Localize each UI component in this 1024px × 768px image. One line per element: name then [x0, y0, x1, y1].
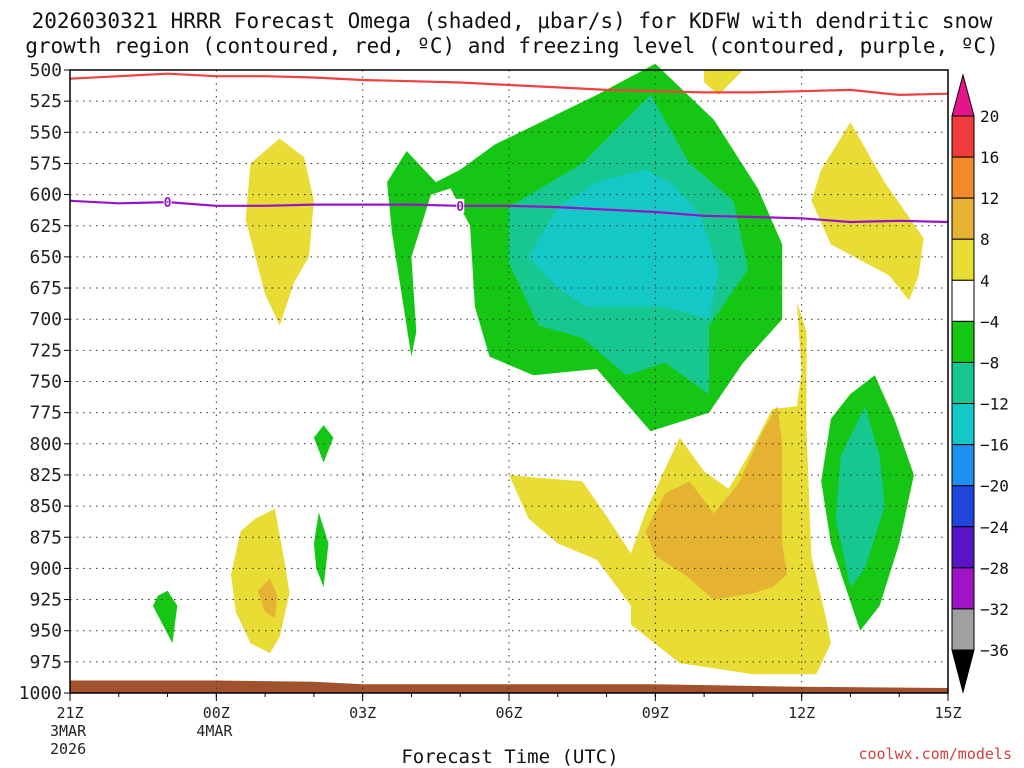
- contour-label-1-2: 0: [164, 196, 172, 211]
- surface-band: [70, 680, 948, 693]
- y-tick-label-525: 525: [29, 91, 62, 112]
- y-axis-ticks: 500 525 550 575 600 625 650 675 700 725 750 775 800 8…: [19, 60, 70, 704]
- x-tick-year-21Z: 2026: [50, 740, 86, 758]
- colorbar-segment-9: [951, 485, 975, 528]
- y-tick-label-575: 575: [29, 153, 62, 174]
- colorbar: 20 16 12 8 4 −4 −8 −12 −16 −20 −24 −28 −32 −36: [951, 73, 1009, 694]
- colorbar-segment-0: [951, 115, 975, 158]
- omega-shaded-regions: [152, 63, 924, 675]
- colorbar-segment-6: [951, 361, 975, 405]
- omega-region-9: [811, 122, 924, 301]
- colorbar-label-1: 16: [980, 148, 999, 167]
- omega-region-4: [835, 406, 885, 588]
- colorbar-segment-5: [951, 320, 975, 363]
- credit-text: coolwx.com/models: [858, 745, 1012, 763]
- x-tick-date-00Z: 4MAR: [196, 722, 233, 740]
- omega-region-7: [152, 590, 178, 644]
- x-tick-label-09Z: 09Z: [642, 704, 669, 722]
- colorbar-label-4: 4: [980, 271, 990, 290]
- colorbar-label-0: 20: [980, 107, 999, 126]
- colorbar-segment-2: [951, 197, 975, 240]
- chart-title-line-1: 2026030321 HRRR Forecast Omega (shaded, …: [32, 9, 993, 33]
- contour-label-bg-1-8: [456, 198, 465, 213]
- colorbar-segment-8: [951, 444, 975, 487]
- x-tick-label-00Z: 00Z: [203, 704, 230, 722]
- y-tick-label-975: 975: [29, 652, 62, 673]
- colorbar-label-10: −24: [980, 518, 1009, 537]
- colorbar-segment-1: [951, 156, 975, 199]
- x-tick-label-21Z: 21Z: [56, 704, 83, 722]
- colorbar-segment-3: [951, 238, 975, 281]
- colorbar-label-5: −4: [980, 312, 999, 331]
- colorbar-label-3: 8: [980, 230, 990, 249]
- y-tick-label-825: 825: [29, 465, 62, 486]
- y-tick-label-875: 875: [29, 527, 62, 548]
- y-tick-label-725: 725: [29, 340, 62, 361]
- colorbar-segment-7: [951, 403, 975, 446]
- y-tick-label-675: 675: [29, 278, 62, 299]
- x-tick-label-15Z: 15Z: [934, 704, 961, 722]
- y-tick-label-600: 600: [29, 185, 62, 206]
- colorbar-label-2: 12: [980, 189, 999, 208]
- y-tick-label-850: 850: [29, 496, 62, 517]
- colorbar-label-12: −32: [980, 600, 1009, 619]
- y-tick-label-1000: 1000: [19, 683, 62, 704]
- colorbar-label-11: −28: [980, 559, 1009, 578]
- x-tick-date-21Z: 3MAR: [50, 722, 87, 740]
- omega-region-14: [257, 578, 278, 619]
- colorbar-segment-10: [951, 526, 975, 569]
- x-tick-label-12Z: 12Z: [788, 704, 815, 722]
- contour-label-1-8: 0: [456, 200, 464, 215]
- y-tick-label-550: 550: [29, 122, 62, 143]
- y-tick-label-900: 900: [29, 558, 62, 579]
- colorbar-label-9: −20: [980, 477, 1009, 496]
- colorbar-label-6: −8: [980, 353, 999, 372]
- colorbar-bottom-arrow: [951, 649, 975, 694]
- contour-label-bg-1-2: [163, 195, 172, 210]
- y-tick-label-700: 700: [29, 309, 62, 330]
- y-tick-label-925: 925: [29, 590, 62, 611]
- omega-region-12: [645, 406, 787, 600]
- y-tick-label-625: 625: [29, 216, 62, 237]
- x-tick-label-03Z: 03Z: [349, 704, 376, 722]
- chart-title-line-2: growth region (contoured, red, ºC) and f…: [25, 34, 999, 58]
- colorbar-segment-4: [951, 279, 975, 322]
- y-tick-label-750: 750: [29, 372, 62, 393]
- x-axis-label: Forecast Time (UTC): [401, 746, 618, 768]
- colorbar-label-8: −16: [980, 436, 1009, 455]
- y-tick-label-650: 650: [29, 247, 62, 268]
- colorbar-segment-12: [951, 608, 975, 651]
- colorbar-segment-11: [951, 567, 975, 610]
- y-tick-label-950: 950: [29, 621, 62, 642]
- omega-region-10: [704, 70, 744, 95]
- y-tick-label-775: 775: [29, 403, 62, 424]
- y-tick-label-800: 800: [29, 434, 62, 455]
- contour-line-1: [69, 199, 949, 224]
- y-tick-label-500: 500: [29, 60, 62, 81]
- colorbar-label-13: −36: [980, 641, 1009, 660]
- surface-band-fill: [70, 680, 948, 693]
- colorbar-label-7: −12: [980, 395, 1009, 414]
- contour-line-0: [69, 72, 949, 97]
- omega-region-8: [245, 138, 314, 326]
- x-tick-label-06Z: 06Z: [495, 704, 522, 722]
